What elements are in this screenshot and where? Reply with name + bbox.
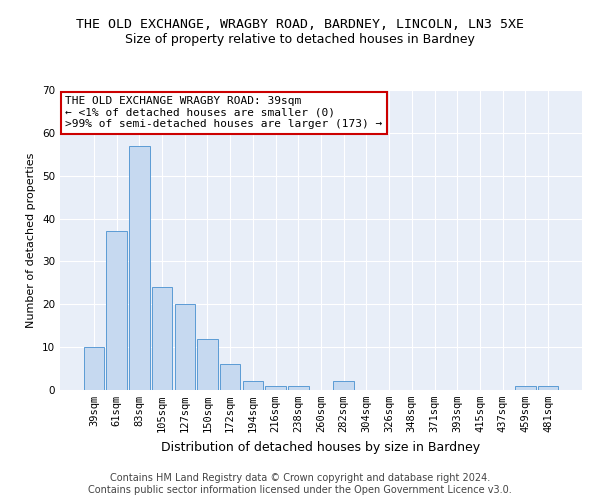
Bar <box>106 232 127 390</box>
Bar <box>175 304 195 390</box>
X-axis label: Distribution of detached houses by size in Bardney: Distribution of detached houses by size … <box>161 440 481 454</box>
Bar <box>242 382 263 390</box>
Text: THE OLD EXCHANGE WRAGBY ROAD: 39sqm
← <1% of detached houses are smaller (0)
>99: THE OLD EXCHANGE WRAGBY ROAD: 39sqm ← <1… <box>65 96 382 129</box>
Text: THE OLD EXCHANGE, WRAGBY ROAD, BARDNEY, LINCOLN, LN3 5XE: THE OLD EXCHANGE, WRAGBY ROAD, BARDNEY, … <box>76 18 524 30</box>
Bar <box>538 386 558 390</box>
Bar <box>220 364 241 390</box>
Bar <box>288 386 308 390</box>
Bar <box>515 386 536 390</box>
Text: Contains HM Land Registry data © Crown copyright and database right 2024.
Contai: Contains HM Land Registry data © Crown c… <box>88 474 512 495</box>
Bar <box>265 386 286 390</box>
Text: Size of property relative to detached houses in Bardney: Size of property relative to detached ho… <box>125 32 475 46</box>
Bar <box>84 347 104 390</box>
Bar <box>152 287 172 390</box>
Bar <box>129 146 149 390</box>
Bar <box>334 382 354 390</box>
Y-axis label: Number of detached properties: Number of detached properties <box>26 152 37 328</box>
Bar <box>197 338 218 390</box>
